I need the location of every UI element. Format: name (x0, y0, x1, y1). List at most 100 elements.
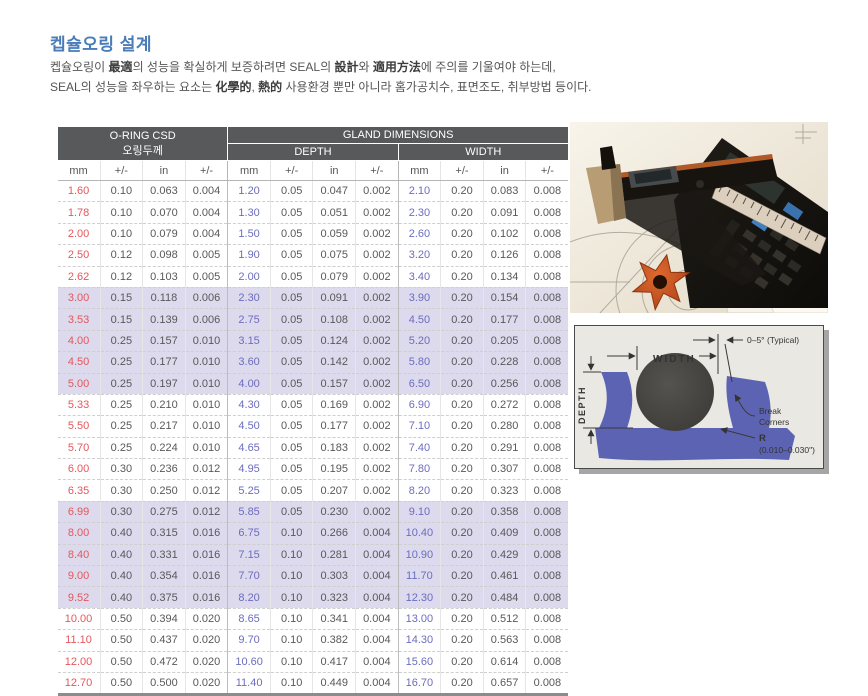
cell: 9.00 (57, 565, 101, 587)
cell: 0.016 (185, 543, 229, 566)
cell: 4.50 (227, 415, 271, 438)
cell: 0.40 (100, 543, 144, 566)
cell: 0.236 (142, 458, 186, 480)
intro-line-2: SEAL의 성능을 좌우하는 요소는 化學的, 熱的 사용환경 뿐만 아니라 홈… (50, 77, 592, 97)
cell: 0.008 (525, 415, 569, 438)
cell: 6.35 (57, 479, 101, 502)
cell: 0.20 (440, 565, 484, 587)
header-oring-csd: O-RING CSD 오링두께 (56, 126, 229, 161)
group-header-row-1: O-RING CSD 오링두께 GLAND DIMENSIONS (56, 126, 569, 161)
ruler (711, 181, 827, 255)
cell: 0.008 (533, 185, 562, 198)
cell: 0.409 (483, 522, 527, 545)
cell: 0.40 (100, 586, 144, 609)
cell: 0.10 (270, 629, 314, 652)
cell: 0.05 (270, 329, 314, 352)
cell: 0.437 (142, 629, 186, 652)
cell: 7.10 (398, 415, 442, 438)
intro-paragraph: 켑슐오링이 最適의 성능을 확실하게 보증하려면 SEAL의 設計와 適用方法에… (50, 57, 592, 97)
cell: 0.05 (270, 372, 314, 395)
text-run: 化學的 (215, 80, 252, 94)
cell: 0.449 (312, 671, 357, 696)
cell: 0.303 (312, 565, 357, 587)
cell: 0.10 (270, 650, 314, 673)
cell: 3.40 (398, 265, 442, 288)
cell: 0.10 (100, 222, 144, 245)
cell: 0.075 (312, 244, 357, 267)
gland-diagram: WIDTH DEPTH 0–5° (Typical) Break Corners… (574, 325, 824, 469)
text-run: 適用方法 (372, 60, 421, 74)
table-row: 6.00 0.30 0.236 0.012 4.95 0.05 0.195 0.002 7.80… (57, 458, 569, 480)
cell: 0.375 (142, 586, 186, 609)
cell: 3.53 (57, 308, 101, 331)
cell: 0.05 (270, 415, 314, 438)
cell: 0.002 (355, 415, 399, 438)
cell: 0.169 (312, 393, 357, 416)
cell: 0.20 (440, 479, 484, 502)
cell: 9.10 (398, 500, 442, 523)
cell: 0.217 (142, 415, 186, 438)
cell: 0.291 (483, 436, 527, 459)
cell: 0.20 (440, 351, 484, 374)
cell: 0.020 (185, 650, 229, 673)
cell: 0.008 (525, 329, 569, 352)
text-run: 最適 (108, 60, 133, 74)
cell: 0.195 (312, 458, 357, 480)
cell: 6.00 (57, 458, 101, 480)
cell: 0.002 (355, 180, 399, 202)
table-row: 10.00 0.50 0.394 0.020 8.65 0.10 0.341 0.004 13.… (57, 607, 569, 630)
cell: 7.40 (398, 436, 442, 459)
text-run: 熱的 (258, 80, 283, 94)
table-row: 5.50 0.25 0.217 0.010 4.50 0.05 0.177 0.002 7.10… (57, 415, 569, 438)
cell: 0.124 (312, 329, 357, 352)
cell: 0.002 (355, 479, 399, 502)
cell: 6.90 (398, 393, 442, 416)
cell: 0.008 (525, 265, 569, 288)
cell: 0.05 (270, 308, 314, 331)
cell: 0.207 (312, 479, 357, 502)
cell: 15.60 (398, 650, 442, 673)
cell: 5.50 (57, 415, 101, 438)
cell: 0.30 (100, 500, 144, 523)
cell: 3.00 (57, 286, 101, 309)
cell: 6.50 (398, 372, 442, 395)
cell: 2.75 (227, 308, 271, 331)
cell: 3.20 (398, 244, 442, 267)
cell: 0.051 (312, 201, 357, 224)
cell: 0.50 (100, 671, 144, 696)
cell: 0.010 (185, 351, 229, 374)
cell: 4.30 (227, 393, 271, 416)
cell: 0.197 (142, 372, 186, 395)
cell: 0.05 (270, 222, 314, 245)
cell: 0.008 (525, 671, 569, 696)
break-corners-label-1: Break (759, 406, 782, 416)
text-run: , (251, 80, 259, 94)
cell: 1.30 (227, 201, 271, 224)
cell: 0.05 (270, 500, 314, 523)
table-row: 8.40 0.40 0.331 0.016 7.15 0.10 0.281 0.004 10.9… (57, 543, 569, 566)
text-run: 設計 (334, 60, 359, 74)
cell: 0.358 (483, 500, 527, 523)
header-oring-csd-ko: 오링두께 (122, 144, 163, 157)
cell: 0.40 (100, 565, 144, 587)
cell: 0.004 (355, 543, 399, 566)
cell: 0.070 (142, 201, 186, 224)
cell: 0.004 (355, 650, 399, 673)
cell: 0.079 (312, 265, 357, 288)
unit-header-cell: in (142, 160, 186, 181)
unit-header-cell: +/- (100, 160, 144, 181)
cell: 2.30 (227, 286, 271, 309)
cell: 11.10 (57, 629, 101, 652)
cell: 1.50 (227, 222, 271, 245)
cell: 0.20 (440, 308, 484, 331)
cell: 0.008 (525, 351, 569, 374)
cell: 2.00 (227, 265, 271, 288)
cell: 0.004 (355, 586, 399, 609)
cell: 2.60 (398, 222, 442, 245)
cell: 10.40 (398, 522, 442, 545)
cell: 0.461 (483, 565, 527, 587)
cell: 0.004 (185, 180, 229, 202)
cell: 0.079 (142, 222, 186, 245)
cell: 0.25 (100, 351, 144, 374)
